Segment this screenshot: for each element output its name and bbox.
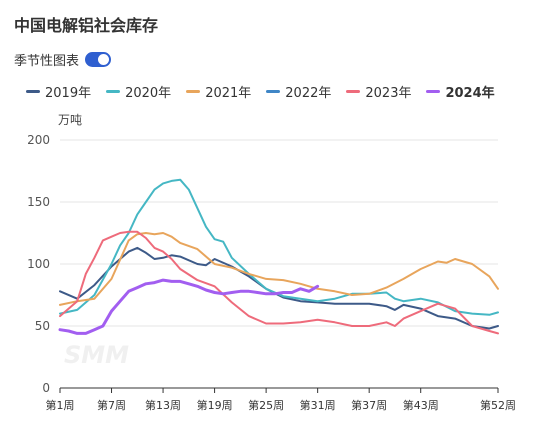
x-tick-label: 第19周 (197, 398, 233, 412)
legend-swatch (266, 90, 281, 93)
series-line-2020 (59, 178, 499, 316)
y-tick-label: 100 (27, 257, 50, 271)
legend-swatch (346, 90, 361, 93)
x-tick-label: 第25周 (248, 398, 284, 412)
x-tick-label: 第43周 (403, 398, 439, 412)
legend-swatch (186, 90, 201, 93)
legend-label: 2019年 (45, 86, 92, 101)
x-tick-label: 第31周 (300, 398, 336, 412)
chart-legend: 2019年 2020年 2021年 2022年 2023年 2024年 (26, 82, 510, 101)
legend-item-2021[interactable]: 2021年 (186, 82, 251, 101)
y-tick-label: 0 (42, 381, 50, 395)
x-tick-label: 第37周 (351, 398, 387, 412)
watermark-text: SMM (64, 341, 129, 369)
y-tick-label: 150 (27, 195, 50, 209)
x-tick-label: 第13周 (145, 398, 181, 412)
y-axis-unit: 万吨 (58, 113, 83, 127)
legend-item-2023[interactable]: 2023年 (346, 82, 411, 101)
x-tick-label: 第52周 (480, 398, 516, 412)
legend-swatch (26, 90, 40, 93)
series-line-2019 (59, 246, 499, 330)
legend-swatch (106, 90, 121, 93)
legend-label: 2021年 (205, 86, 252, 101)
legend-swatch (426, 90, 441, 93)
legend-label: 2020年 (125, 86, 172, 101)
series-line-2024 (58, 278, 320, 335)
y-tick-label: 50 (35, 319, 50, 333)
chart-title: 中国电解铝社会库存 (14, 16, 159, 35)
x-tick-label: 第1周 (46, 398, 75, 412)
toggle-knob (98, 54, 110, 65)
y-tick-label: 200 (27, 133, 50, 147)
x-tick-label: 第7周 (97, 398, 126, 412)
legend-label: 2022年 (285, 86, 332, 101)
seasonal-toggle-label: 季节性图表 (14, 54, 80, 69)
legend-item-2022[interactable]: 2022年 (266, 82, 331, 101)
series-line-2023 (59, 230, 499, 335)
legend-item-2024[interactable]: 2024年 (426, 82, 495, 101)
legend-item-2020[interactable]: 2020年 (106, 82, 171, 101)
legend-item-2019[interactable]: 2019年 (26, 82, 91, 101)
seasonal-toggle-switch[interactable] (85, 52, 112, 67)
seasonal-toggle-row: 季节性图表 (14, 50, 112, 69)
legend-label: 2024年 (445, 86, 495, 101)
legend-label: 2023年 (365, 86, 412, 101)
